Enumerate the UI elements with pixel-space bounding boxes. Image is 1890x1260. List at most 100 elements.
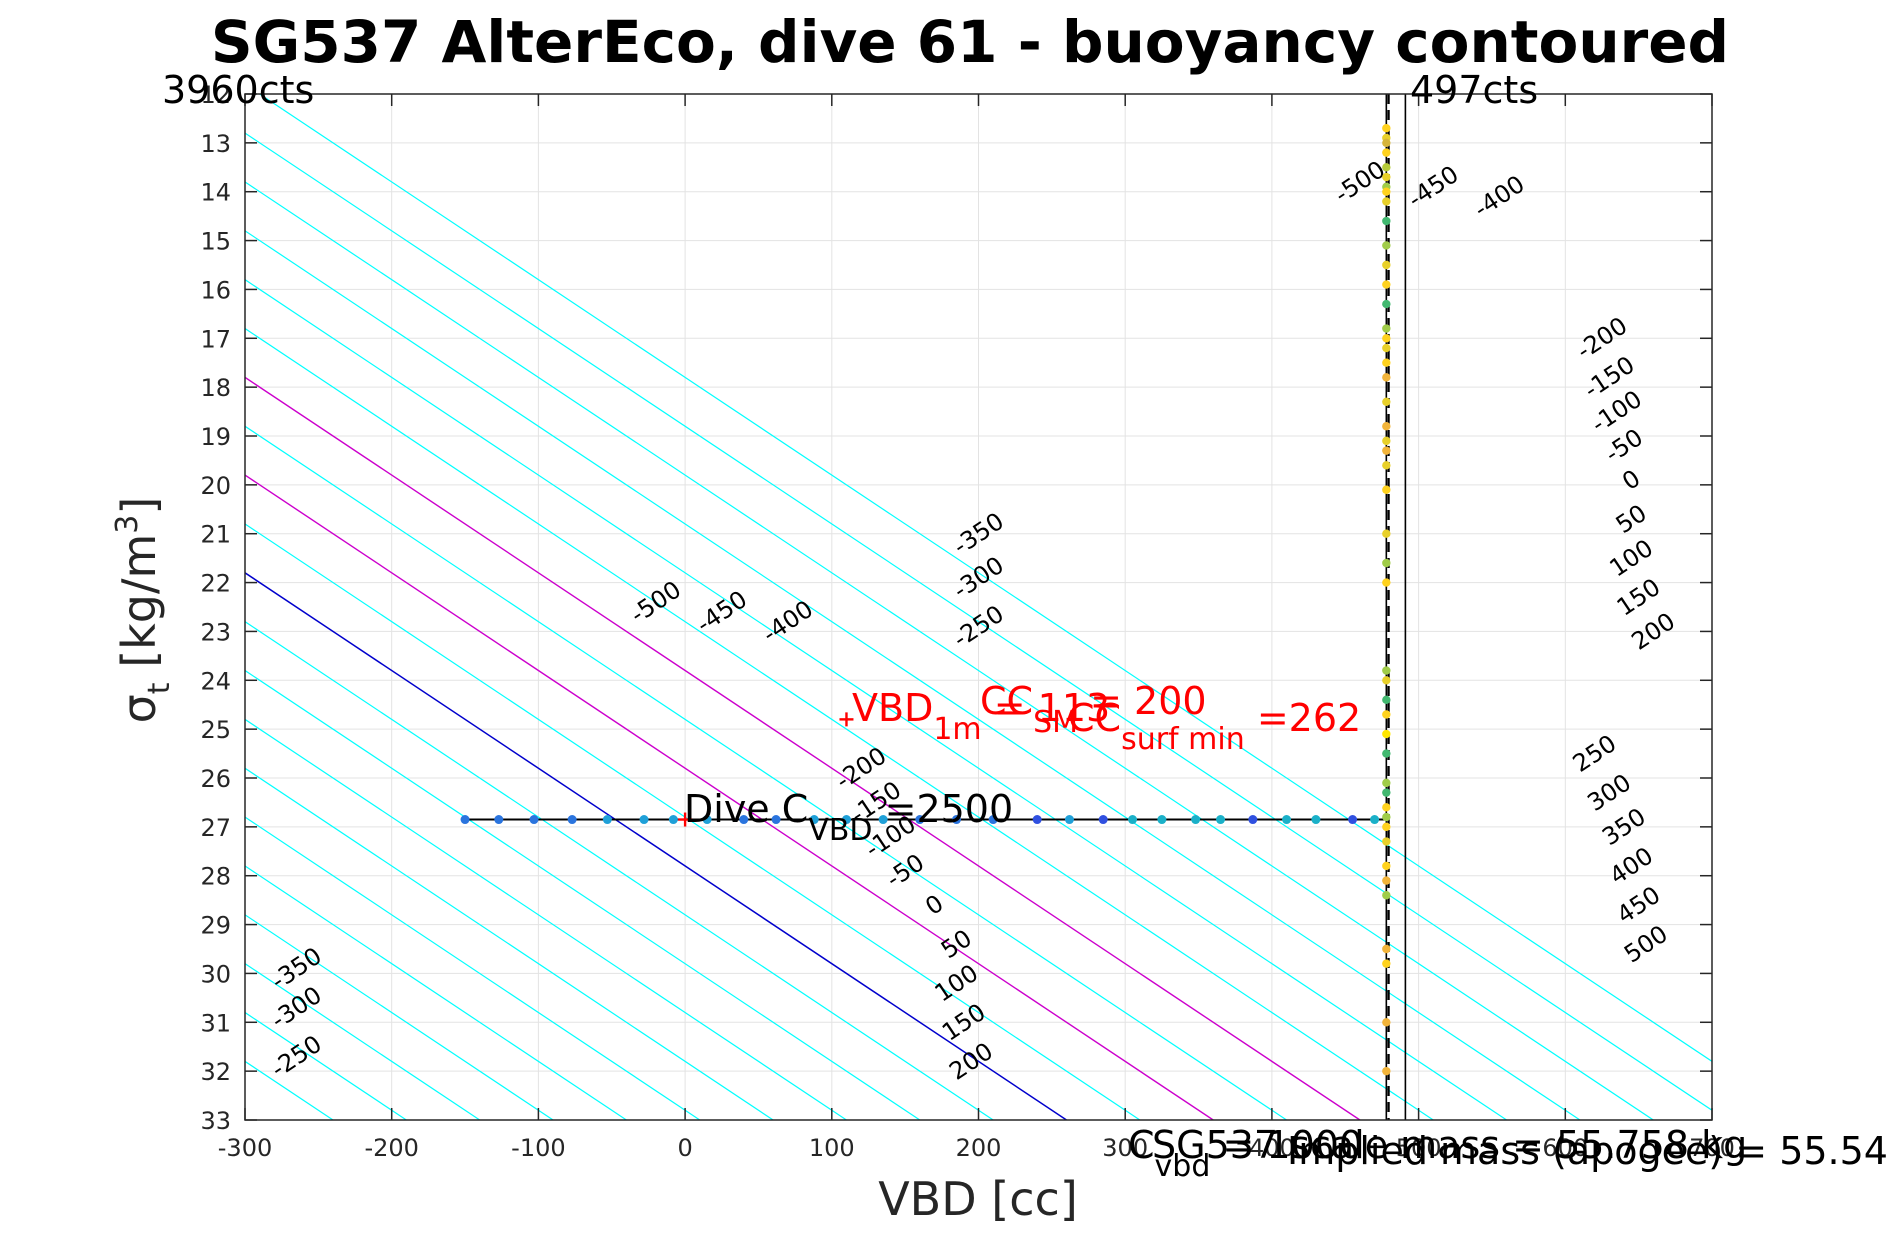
y-tick-label: 16 bbox=[200, 276, 231, 304]
buoyancy-contour-line bbox=[245, 425, 1287, 1120]
buoyancy-contour-line bbox=[245, 278, 1507, 1120]
profile-point bbox=[1382, 861, 1391, 871]
x-tick-label: 0 bbox=[677, 1134, 692, 1162]
x-tick-label: 500 bbox=[1396, 1134, 1442, 1162]
annotation-implied-mass: Implied mass (apogee) = 55.54 bbox=[1287, 1129, 1888, 1173]
profile-point bbox=[1382, 299, 1391, 309]
corner-label-right: 497cts bbox=[1410, 68, 1538, 112]
profile-point bbox=[1382, 187, 1391, 196]
profile-point bbox=[1382, 124, 1391, 133]
x-tick-label: -300 bbox=[218, 1134, 272, 1162]
profile-point bbox=[1382, 138, 1391, 148]
dive-point bbox=[1064, 815, 1074, 825]
y-tick-label: 14 bbox=[200, 179, 231, 207]
profile-point bbox=[1382, 710, 1391, 719]
buoyancy-contour-line bbox=[245, 571, 1067, 1120]
buoyancy-contour-line bbox=[245, 181, 1654, 1120]
y-tick-label: 28 bbox=[200, 863, 231, 891]
buoyancy-contours bbox=[245, 94, 1712, 1120]
dive-point bbox=[639, 815, 649, 825]
profile-point bbox=[1382, 812, 1391, 822]
dive-point bbox=[739, 815, 749, 825]
annotation-dive-c-vbd: Dive CVBD =2500 bbox=[684, 787, 1013, 848]
dive-point bbox=[529, 815, 539, 825]
profile-point bbox=[1382, 163, 1391, 172]
profile-point bbox=[1382, 1066, 1391, 1076]
dive-point bbox=[771, 815, 781, 825]
profile-point bbox=[1382, 676, 1391, 685]
data-points bbox=[460, 124, 1391, 1076]
y-tick-label: 30 bbox=[200, 960, 231, 988]
dive-point bbox=[809, 815, 819, 825]
annotation-cc-sm: CCSM = 200 bbox=[980, 679, 1207, 740]
dive-point bbox=[1032, 815, 1042, 825]
profile-point bbox=[1382, 1018, 1391, 1027]
chart-title: SG537 AlterEco, dive 61 - buoyancy conto… bbox=[211, 8, 1729, 76]
y-tick-label: 20 bbox=[200, 472, 231, 500]
annotation-c-vbd: Cvbd = 1000 bbox=[1128, 1123, 1363, 1184]
y-tick-label: 27 bbox=[200, 814, 231, 842]
profile-point bbox=[1382, 358, 1391, 367]
y-tick-label: 15 bbox=[200, 228, 231, 256]
profile-point bbox=[1382, 343, 1391, 353]
y-tick-label: 26 bbox=[200, 765, 231, 793]
dive-point bbox=[668, 815, 678, 825]
profile-point bbox=[1382, 260, 1391, 270]
dive-point bbox=[1311, 815, 1321, 825]
y-tick-label: 25 bbox=[200, 716, 231, 744]
profile-point bbox=[1382, 422, 1391, 431]
profile-point bbox=[1382, 778, 1391, 788]
profile-point bbox=[1382, 280, 1391, 289]
profile-point bbox=[1382, 529, 1391, 538]
annotation-vbd-1m: VBD1m = 113 bbox=[852, 686, 1110, 747]
buoyancy-contour-line bbox=[245, 474, 1214, 1120]
buoyancy-contour-line bbox=[259, 94, 1712, 1063]
y-tick-label: 17 bbox=[200, 325, 231, 353]
x-tick-label: 100 bbox=[809, 1134, 855, 1162]
buoyancy-contour-line bbox=[245, 230, 1581, 1120]
y-tick-label: 21 bbox=[200, 521, 231, 549]
dive-point bbox=[1157, 815, 1167, 825]
profile-point bbox=[1382, 197, 1391, 206]
profile-point bbox=[1382, 558, 1391, 568]
dive-point bbox=[915, 815, 925, 825]
dive-point bbox=[1348, 815, 1358, 825]
grid-lines bbox=[245, 94, 1712, 1120]
profile-point bbox=[1382, 485, 1391, 494]
dive-point bbox=[702, 815, 712, 825]
y-tick-label: 22 bbox=[200, 570, 231, 598]
profile-point bbox=[1382, 944, 1391, 954]
x-axis-label: VBD [cc] bbox=[878, 1172, 1078, 1226]
profile-point bbox=[1382, 172, 1391, 182]
buoyancy-contour-line bbox=[245, 523, 1141, 1120]
profile-point bbox=[1382, 837, 1391, 846]
profile-point bbox=[1382, 578, 1391, 587]
profile-point bbox=[1382, 803, 1391, 812]
dive-point bbox=[1370, 815, 1380, 825]
y-tick-label: 13 bbox=[200, 130, 231, 158]
buoyancy-contour-line bbox=[245, 718, 847, 1120]
dive-point bbox=[602, 815, 612, 825]
y-tick-label: 23 bbox=[200, 618, 231, 646]
x-tick-label: 300 bbox=[1102, 1134, 1148, 1162]
dive-point bbox=[1282, 815, 1292, 825]
dive-point bbox=[494, 815, 504, 825]
dive-point bbox=[567, 815, 577, 825]
dive-point bbox=[460, 815, 470, 825]
x-tick-label: -100 bbox=[511, 1134, 565, 1162]
dive-point bbox=[1216, 815, 1226, 825]
profile-point bbox=[1382, 216, 1391, 226]
dive-point bbox=[841, 815, 851, 825]
dive-point bbox=[1248, 815, 1258, 825]
y-tick-label: 19 bbox=[200, 423, 231, 451]
dive-point bbox=[988, 815, 998, 825]
profile-point bbox=[1382, 729, 1391, 739]
profile-point bbox=[1382, 436, 1391, 446]
y-axis-ticks: 12 13 14 15 16 17 18 19 20 21 22 23 24 25 26 27 28 29 30 31… bbox=[200, 81, 1712, 1135]
dive-point bbox=[878, 815, 888, 825]
profile-point bbox=[1382, 446, 1391, 455]
buoyancy-contour-line bbox=[245, 816, 701, 1120]
x-tick-label: 200 bbox=[956, 1134, 1002, 1162]
corner-label-left: 3960cts bbox=[162, 68, 314, 112]
